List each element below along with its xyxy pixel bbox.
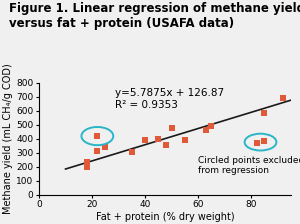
Point (164, 143, 169, 147)
Point (204, 129, 208, 132)
Point (254, 141, 259, 145)
Point (182, 138, 187, 141)
Text: Circled points excluded
from regression: Circled points excluded from regression (198, 156, 300, 175)
Point (280, 96, 285, 99)
Point (95, 149, 100, 153)
Point (156, 137, 161, 141)
Text: y=5.7875x + 126.87
R² = 0.9353: y=5.7875x + 126.87 R² = 0.9353 (115, 88, 224, 110)
Point (129, 150, 134, 154)
Y-axis label: Methane yield (mL CH₄/g COD): Methane yield (mL CH₄/g COD) (3, 64, 14, 214)
Point (262, 111, 267, 115)
Point (84, 160, 89, 164)
Point (169, 127, 174, 130)
Text: Figure 1. Linear regression of methane yield
versus fat + protein (USAFA data): Figure 1. Linear regression of methane y… (9, 2, 300, 30)
Point (209, 124, 214, 127)
Point (103, 146, 108, 149)
Point (84, 165, 89, 169)
Point (143, 138, 148, 142)
Point (95, 134, 100, 138)
Point (262, 139, 267, 143)
X-axis label: Fat + protein (% dry weight): Fat + protein (% dry weight) (96, 212, 234, 222)
